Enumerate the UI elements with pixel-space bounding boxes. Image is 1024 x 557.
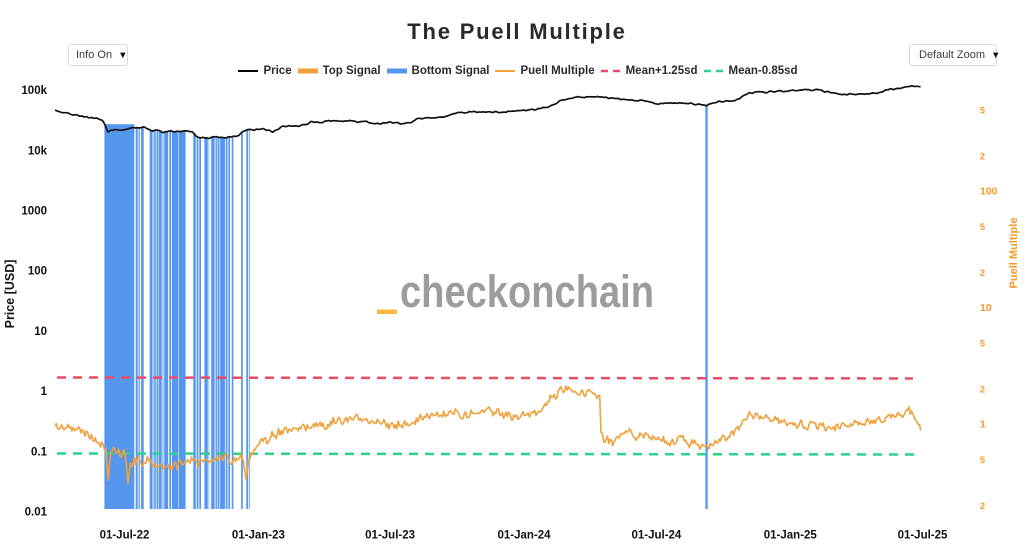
svg-text:2: 2 — [980, 152, 985, 162]
svg-text:2: 2 — [980, 268, 985, 278]
svg-text:Puell Multiple: Puell Multiple — [1008, 218, 1020, 289]
svg-text:01-Jan-24: 01-Jan-24 — [497, 530, 551, 542]
svg-text:01-Jan-25: 01-Jan-25 — [764, 530, 818, 542]
svg-text:5: 5 — [980, 105, 985, 115]
svg-text:100: 100 — [980, 186, 998, 198]
svg-text:01-Jul-25: 01-Jul-25 — [898, 530, 948, 542]
svg-text:01-Jul-23: 01-Jul-23 — [365, 530, 415, 542]
svg-text:01-Jul-22: 01-Jul-22 — [100, 530, 150, 542]
svg-text:100k: 100k — [21, 85, 47, 97]
svg-text:10: 10 — [980, 302, 992, 314]
svg-text:1000: 1000 — [21, 206, 47, 218]
svg-text:100: 100 — [28, 266, 47, 278]
svg-text:2: 2 — [980, 385, 985, 395]
svg-text:0.01: 0.01 — [25, 507, 48, 519]
svg-text:01-Jul-24: 01-Jul-24 — [631, 530, 681, 542]
svg-text:0.1: 0.1 — [31, 446, 48, 458]
svg-text:1: 1 — [980, 419, 986, 431]
svg-text:checkonchain: checkonchain — [400, 266, 654, 317]
svg-text:10: 10 — [34, 326, 47, 338]
svg-text:1: 1 — [41, 386, 48, 398]
svg-text:01-Jan-23: 01-Jan-23 — [232, 530, 285, 542]
svg-text:5: 5 — [980, 338, 985, 348]
svg-text:Price [USD]: Price [USD] — [3, 260, 17, 329]
svg-text:2: 2 — [980, 501, 985, 511]
svg-text:10k: 10k — [28, 145, 48, 157]
svg-text:5: 5 — [980, 455, 985, 465]
svg-text:5: 5 — [980, 222, 985, 232]
